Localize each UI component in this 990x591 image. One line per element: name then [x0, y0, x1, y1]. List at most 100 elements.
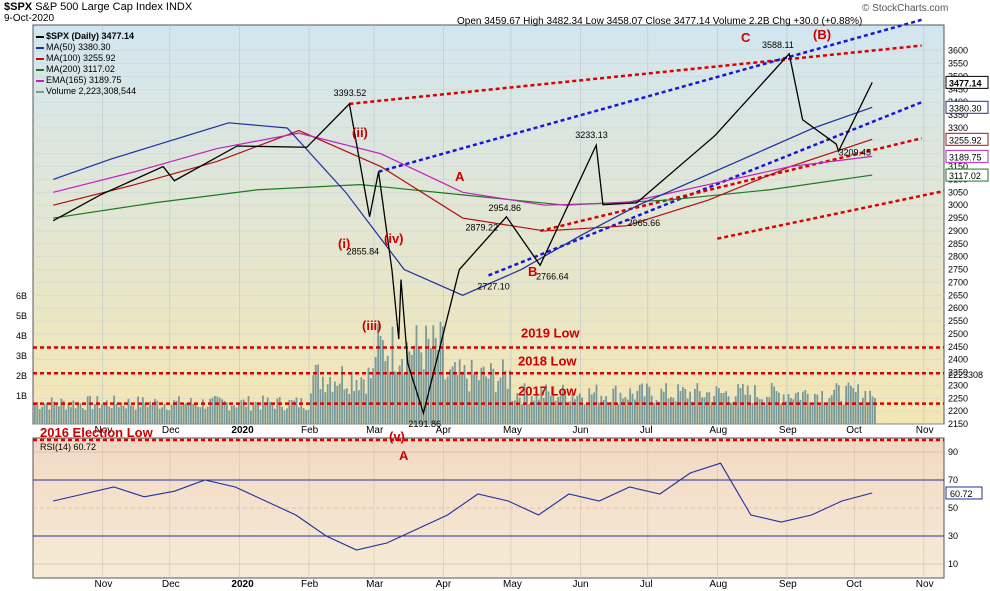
x-tick-label-bottom: Mar — [366, 579, 384, 590]
volume-bar — [34, 403, 36, 424]
price-tag: 3380.30 — [949, 103, 982, 113]
volume-bar — [730, 402, 732, 424]
ohlc-readout: Open 3459.67 High 3482.34 Low 3458.07 Cl… — [457, 16, 862, 27]
x-tick-label: May — [503, 425, 522, 436]
volume-bar — [785, 401, 787, 424]
volume-bar — [134, 409, 137, 424]
volume-bar — [794, 393, 797, 424]
volume-bar — [581, 397, 583, 424]
volume-bar — [490, 363, 492, 424]
volume-bar — [391, 326, 394, 424]
volume-last-label: 2223308 — [948, 370, 983, 380]
volume-bar — [564, 392, 567, 424]
volume-bar — [103, 402, 106, 424]
volume-bar — [538, 399, 540, 424]
price-tag: 3189.75 — [949, 152, 982, 162]
wave-label: (i) — [338, 236, 350, 251]
x-tick-label: Aug — [709, 425, 727, 436]
legend-ema165-text: EMA(165) 3189.75 — [46, 75, 122, 85]
volume-bar — [751, 402, 754, 424]
volume-bar — [535, 390, 538, 424]
volume-bar — [290, 400, 293, 424]
volume-bar — [235, 407, 238, 424]
x-tick-label-bottom: Jul — [640, 579, 653, 590]
volume-bar — [82, 408, 84, 424]
volume-bar — [89, 395, 91, 424]
volume-bar — [341, 366, 343, 424]
volume-bar — [367, 367, 370, 424]
y-tick-label: 2300 — [948, 380, 968, 390]
volume-bar — [662, 391, 665, 424]
legend-ma200-text: MA(200) 3117.02 — [46, 64, 115, 74]
volume-bar — [557, 397, 559, 424]
volume-axis-label: 3B — [16, 351, 27, 361]
volume-bar — [281, 406, 283, 424]
volume-bar — [734, 396, 737, 424]
volume-bar — [674, 401, 677, 424]
volume-bar — [262, 395, 264, 424]
volume-bar — [830, 395, 833, 424]
volume-bar — [365, 393, 367, 424]
volume-axis-label: 4B — [16, 331, 27, 341]
volume-bar — [139, 407, 142, 424]
volume-bar — [802, 391, 804, 424]
y-tick-label: 2850 — [948, 239, 968, 249]
volume-bar — [850, 385, 852, 424]
volume-bar — [643, 396, 646, 424]
volume-bar — [360, 377, 363, 424]
volume-bar — [314, 364, 317, 424]
volume-bar — [816, 394, 819, 424]
price-tag-box — [945, 132, 989, 146]
volume-bar — [230, 405, 233, 424]
volume-bar — [766, 396, 768, 424]
volume-bar — [238, 404, 240, 424]
volume-bar — [607, 404, 610, 424]
legend-volume: Volume 2,223,308,544 — [36, 86, 136, 96]
volume-bar — [626, 399, 629, 424]
watermark: © StockCharts.com — [862, 3, 949, 14]
volume-bar — [355, 379, 358, 424]
legend-daily: $SPX (Daily) 3477.14 — [36, 31, 134, 41]
x-tick-label-bottom: Nov — [916, 579, 934, 590]
price-tag: 3255.92 — [949, 135, 982, 145]
volume-bar — [689, 391, 691, 424]
volume-bar — [458, 359, 461, 424]
volume-bar — [648, 386, 651, 424]
volume-axis-label: 5B — [16, 311, 27, 321]
legend-ema165: EMA(165) 3189.75 — [36, 75, 122, 85]
volume-value: Volume 2.2B — [712, 16, 770, 27]
volume-bar — [199, 407, 202, 424]
volume-bar — [422, 369, 425, 424]
volume-bar — [146, 407, 149, 424]
volume-bar — [182, 404, 185, 424]
volume-bar — [612, 388, 615, 424]
volume-bar — [53, 401, 55, 424]
price-tag: 3477.14 — [949, 78, 982, 88]
channel-top-red — [349, 44, 922, 106]
volume-bar — [170, 404, 173, 424]
volume-bar — [245, 406, 247, 424]
volume-bar — [590, 394, 593, 424]
volume-bar — [650, 395, 653, 424]
volume-bar — [118, 407, 120, 424]
price-label: 2766.64 — [536, 271, 569, 281]
volume-bar — [173, 400, 175, 424]
volume-bar — [502, 359, 504, 424]
x-tick-label: Jun — [572, 425, 588, 436]
volume-bar — [125, 408, 127, 424]
x-tick-label: Jul — [640, 425, 653, 436]
volume-bar — [562, 384, 564, 424]
x-tick-label: Oct — [846, 425, 862, 436]
volume-bar — [818, 404, 821, 424]
volume-bar — [442, 326, 444, 424]
volume-bar — [214, 395, 216, 424]
volume-bar — [144, 403, 147, 424]
volume-bar — [670, 396, 672, 424]
volume-bar — [418, 346, 420, 424]
volume-bar — [343, 389, 346, 424]
volume-bar — [854, 392, 857, 424]
volume-bar — [499, 377, 502, 424]
price-tag-box — [945, 149, 989, 163]
price-line — [52, 52, 873, 416]
